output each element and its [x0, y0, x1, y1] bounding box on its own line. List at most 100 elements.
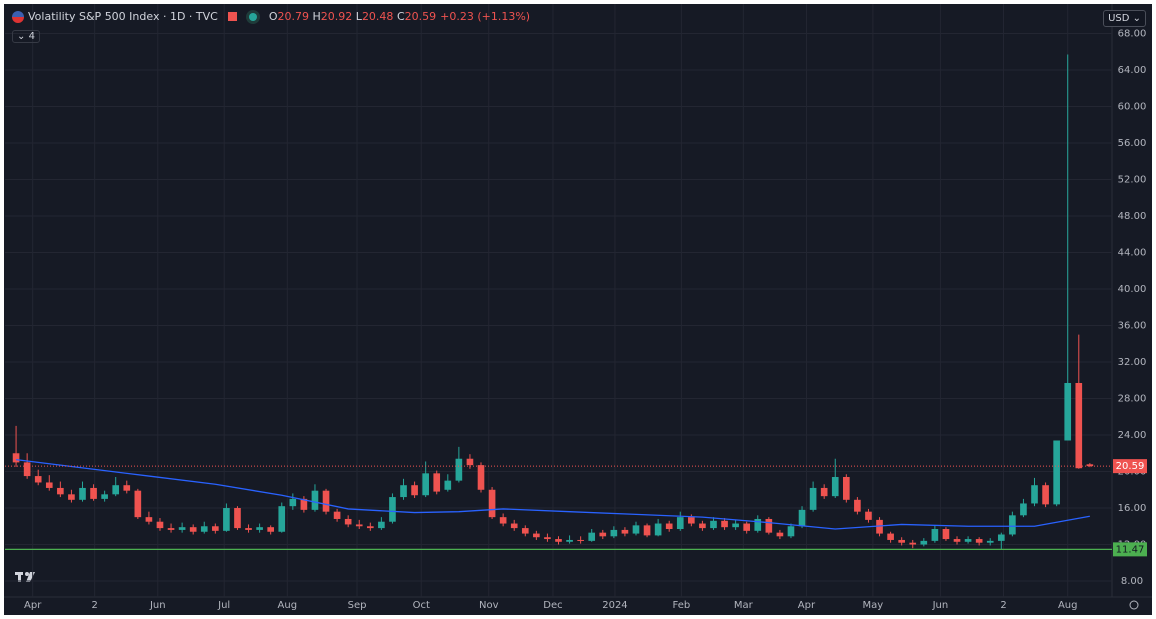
candle-body	[599, 532, 607, 537]
candle-body	[1020, 503, 1027, 516]
x-tick-label: May	[863, 600, 884, 611]
candle-body	[544, 537, 551, 540]
x-tick-label: Feb	[673, 600, 691, 611]
candle-body	[942, 529, 950, 540]
indicators-count: 4	[28, 31, 35, 42]
candle-body	[765, 518, 773, 533]
candle-body	[400, 485, 407, 498]
flag-icon	[12, 10, 24, 23]
candle-body	[389, 497, 396, 522]
candle-body	[876, 519, 883, 534]
y-tick-label: 56.00	[1118, 138, 1147, 149]
ohlc-values: O20.79 H20.92 L20.48 C20.59	[269, 10, 436, 23]
ohlc-label: L	[355, 10, 362, 23]
candle-body	[256, 527, 263, 530]
candle-body	[189, 527, 197, 532]
candle-body	[433, 473, 441, 492]
x-tick-label: Apr	[24, 600, 42, 611]
x-tick-label: Apr	[798, 600, 816, 611]
ohlc-label: H	[312, 10, 321, 23]
candle-body	[632, 525, 640, 534]
candle-body	[842, 476, 850, 500]
candle-body	[997, 534, 1005, 541]
candle-body	[57, 487, 64, 495]
candle-body	[588, 532, 596, 541]
candle-body	[787, 526, 795, 537]
candle-body	[975, 539, 983, 543]
candle-body	[865, 511, 872, 520]
candle-body	[444, 480, 452, 490]
candle-body	[820, 487, 828, 497]
candle-body	[212, 526, 219, 531]
candle-body	[311, 490, 319, 510]
candle-body	[378, 521, 385, 529]
candle-body	[34, 476, 42, 483]
x-tick-label: 2024	[602, 600, 627, 611]
candle-body	[344, 518, 352, 525]
currency-button[interactable]: USD ⌄	[1103, 10, 1146, 27]
candle-body	[521, 528, 529, 534]
x-tick-label: 2	[91, 600, 97, 611]
ohlc-value: 20.92	[320, 10, 353, 23]
candle-body	[477, 465, 485, 490]
low-price-tag	[1113, 542, 1147, 557]
legend-header: Volatility S&P 500 Index · 1D · TVC O20.…	[12, 10, 530, 23]
candle-body	[178, 527, 186, 530]
candle-body	[654, 523, 662, 536]
x-tick-label: Jun	[932, 600, 949, 611]
x-tick-label: Jun	[149, 600, 166, 611]
candle-body	[101, 494, 108, 499]
candle-body	[621, 529, 629, 534]
x-tick-label: Dec	[543, 600, 562, 611]
candle-body	[1086, 464, 1094, 467]
symbol-title: Volatility S&P 500 Index · 1D · TVC	[28, 10, 218, 23]
moving-average-line	[15, 459, 1090, 530]
y-tick-label: 64.00	[1118, 65, 1147, 76]
candle-body	[610, 529, 618, 537]
ohlc-value: 20.59	[404, 10, 437, 23]
settings-icon[interactable]	[1129, 600, 1139, 610]
candle-body	[45, 482, 53, 488]
candle-body	[156, 521, 164, 529]
candle-body	[167, 528, 175, 530]
candle-body	[1053, 440, 1060, 505]
candle-body	[245, 528, 252, 530]
candle-body	[577, 539, 584, 541]
x-tick-label: Aug	[1058, 600, 1078, 611]
candle-body	[499, 517, 507, 524]
x-tick-label: 2	[1000, 600, 1006, 611]
candle-body	[953, 539, 961, 542]
candle-body	[322, 490, 330, 512]
candle-body	[809, 487, 817, 510]
candle-body	[920, 540, 928, 545]
ohlc-value: 20.48	[361, 10, 394, 23]
candle-body	[12, 453, 20, 463]
y-tick-label: 16.00	[1118, 503, 1147, 514]
candle-body	[566, 539, 573, 542]
x-tick-label: Mar	[734, 600, 754, 611]
indicators-toggle[interactable]: ⌄ 4	[12, 30, 40, 43]
candle-body	[90, 487, 97, 499]
candle-body	[223, 508, 230, 531]
y-tick-label: 28.00	[1118, 394, 1147, 405]
candle-body	[1075, 382, 1083, 469]
candle-body	[23, 462, 31, 477]
candle-body	[466, 458, 474, 466]
candle-body	[300, 498, 308, 510]
candle-body	[200, 526, 208, 532]
x-tick-label: Jul	[217, 600, 230, 611]
candle-body	[1064, 382, 1072, 441]
candle-body	[455, 458, 463, 481]
candle-body	[112, 485, 120, 495]
y-tick-label: 52.00	[1118, 174, 1147, 185]
candle-body	[986, 540, 994, 543]
ohlc-label: C	[396, 10, 405, 23]
candle-body	[732, 523, 739, 528]
y-tick-label: 44.00	[1118, 247, 1147, 258]
y-tick-label: 36.00	[1118, 320, 1147, 331]
candle-body	[134, 490, 142, 518]
candle-body	[643, 525, 651, 536]
y-tick-label: 24.00	[1118, 430, 1147, 441]
candle-body	[555, 539, 562, 542]
candle-body	[267, 527, 275, 532]
